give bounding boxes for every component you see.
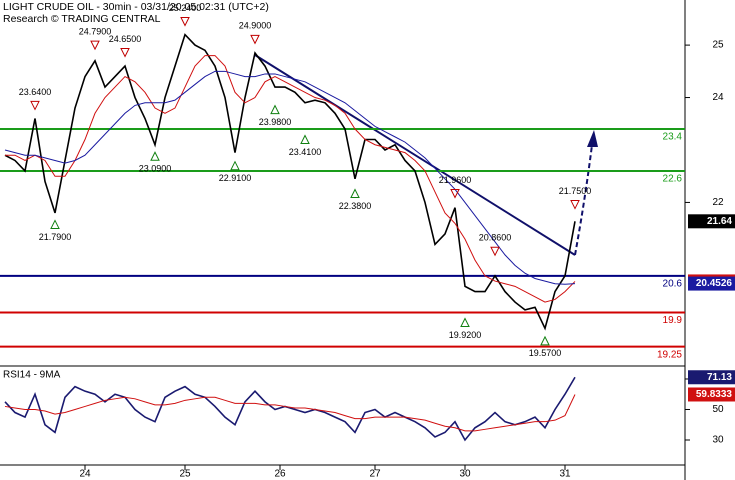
x-tick-label: 30 <box>459 469 471 480</box>
high-marker <box>30 100 40 111</box>
low-marker <box>460 317 470 328</box>
high-marker <box>90 40 100 51</box>
high-label: 21.7500 <box>559 186 592 196</box>
low-marker <box>350 188 360 198</box>
high-marker <box>120 47 130 58</box>
low-label: 19.5700 <box>529 348 562 358</box>
rsi-title: RSI14 - 9MA <box>3 370 61 381</box>
high-label: 23.6400 <box>19 87 52 97</box>
level-label: 20.6 <box>663 278 683 289</box>
low-marker <box>300 134 310 144</box>
last-rsi-ma: 59.8333 <box>696 389 733 400</box>
chart-subtitle: Research © TRADING CENTRAL <box>3 13 161 25</box>
x-tick-label: 31 <box>559 469 571 480</box>
high-marker <box>450 189 460 199</box>
low-label: 23.4100 <box>289 147 322 157</box>
chart-title: LIGHT CRUDE OIL - 30min - 03/31/20 05:02… <box>3 1 269 13</box>
y-tick-label: 50 <box>712 404 724 415</box>
x-tick-label: 26 <box>274 469 286 480</box>
low-label: 23.0900 <box>139 164 172 174</box>
last-slow-ma-box <box>688 276 735 291</box>
series-line <box>4 376 576 442</box>
high-marker <box>180 17 190 27</box>
y-tick-label: 22 <box>712 197 724 208</box>
x-tick-label: 25 <box>179 469 191 480</box>
series-line <box>5 55 576 303</box>
low-label: 22.3800 <box>339 201 372 211</box>
level-label: 19.25 <box>657 349 682 360</box>
last-slow-ma: 20.4526 <box>696 278 733 289</box>
low-label: 19.9200 <box>449 330 482 340</box>
y-tick-label: 24 <box>712 92 724 103</box>
high-label: 20.8600 <box>479 233 512 243</box>
high-label: 21.9600 <box>439 175 472 185</box>
level-label: 23.4 <box>663 132 683 143</box>
high-label: 24.6500 <box>109 34 142 44</box>
low-label: 23.9800 <box>259 117 292 127</box>
series-line <box>4 33 576 331</box>
x-tick-label: 24 <box>79 469 91 480</box>
series-line <box>4 394 576 432</box>
low-marker <box>540 335 550 346</box>
level-label: 22.6 <box>663 174 683 185</box>
high-marker <box>250 34 260 45</box>
high-marker <box>570 200 580 210</box>
high-marker <box>490 246 500 257</box>
last-rsi-box <box>688 370 735 385</box>
trend-line <box>254 54 576 256</box>
y-tick-label: 30 <box>712 435 724 446</box>
low-marker <box>230 160 240 171</box>
low-label: 21.7900 <box>39 232 72 242</box>
x-tick-label: 27 <box>369 469 381 480</box>
last-rsi: 71.13 <box>707 372 732 383</box>
low-marker <box>270 104 280 115</box>
series-line <box>4 70 576 285</box>
last-price-box <box>688 214 735 229</box>
low-label: 22.9100 <box>219 173 252 183</box>
level-label: 19.9 <box>663 315 683 326</box>
low-marker <box>150 151 160 161</box>
plot-layer: 22242523.422.620.619.919.2530507023.6400… <box>0 3 735 480</box>
arrow-head <box>587 130 598 147</box>
projection-arrow <box>574 144 593 256</box>
last-price: 21.64 <box>707 216 732 227</box>
high-label: 25.2400 <box>169 3 202 13</box>
high-label: 24.9000 <box>239 21 272 31</box>
high-label: 24.7900 <box>79 26 112 36</box>
last-rsi-ma-box <box>688 387 735 402</box>
y-tick-label: 25 <box>712 40 724 51</box>
low-marker <box>50 219 60 229</box>
